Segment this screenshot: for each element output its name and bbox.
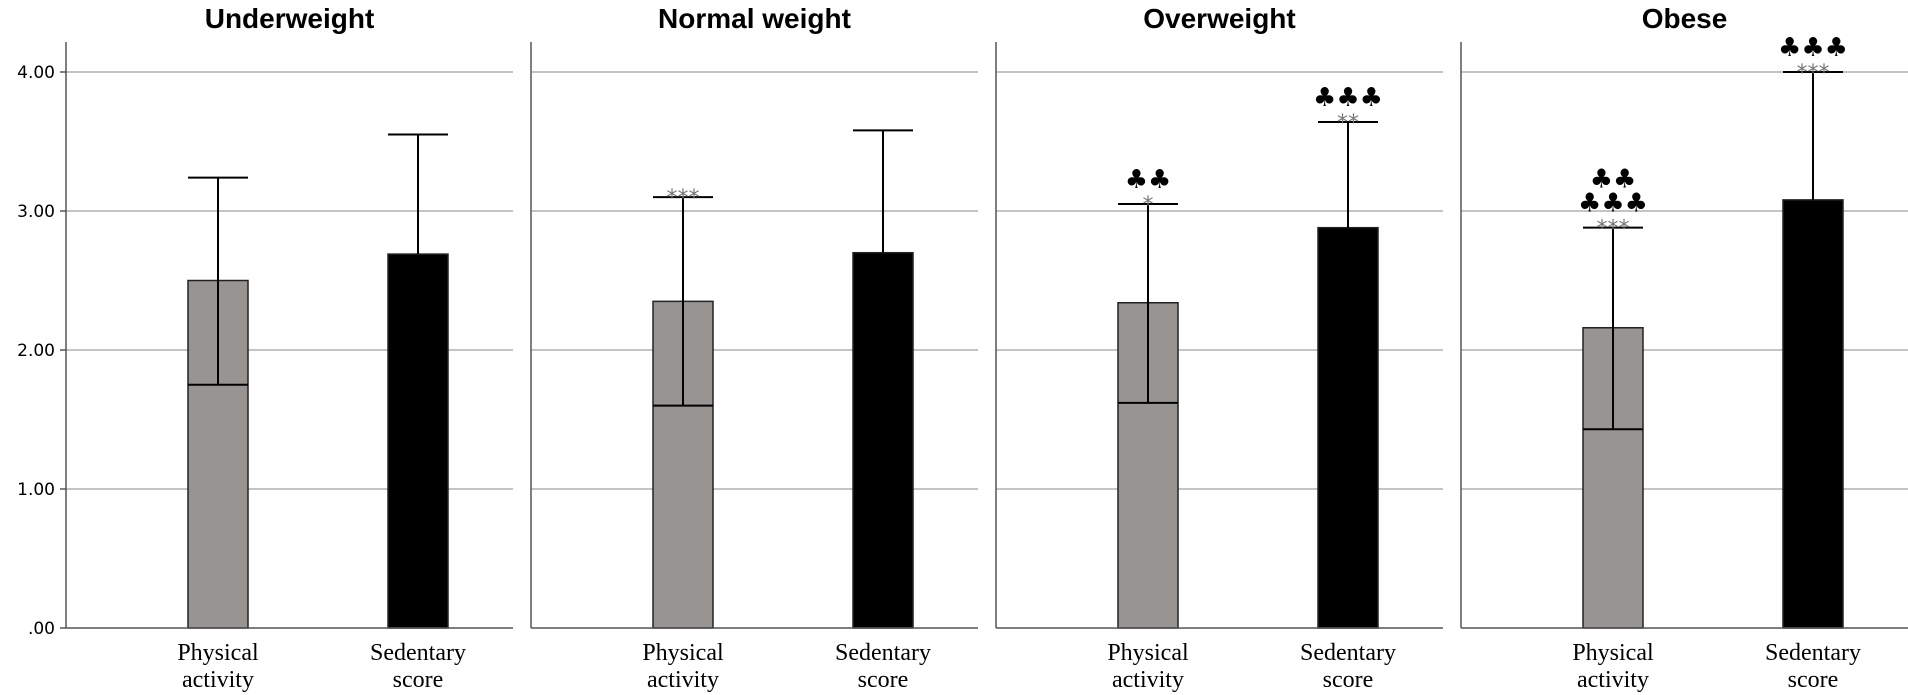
bar	[387, 253, 449, 629]
y-tick-label: .00	[28, 619, 55, 639]
significance-clubs: ♣♣♣	[1578, 189, 1648, 219]
panel-title: Underweight	[205, 3, 375, 34]
significance-stars: *	[1143, 193, 1154, 218]
bar	[1782, 199, 1844, 629]
panel-title: Obese	[1642, 3, 1728, 34]
x-tick-label: Physical	[177, 640, 259, 666]
x-tick-label: Sedentary	[370, 640, 466, 666]
x-tick-label: activity	[182, 667, 254, 693]
significance-stars: ***	[1797, 61, 1830, 86]
x-tick-label: Physical	[1572, 640, 1654, 666]
x-tick-label: Physical	[642, 640, 724, 666]
significance-stars: ***	[667, 186, 700, 211]
significance-clubs: ♣♣	[1590, 165, 1637, 195]
x-tick-label: score	[393, 667, 444, 693]
x-tick-label: activity	[1577, 667, 1649, 693]
bar	[852, 251, 914, 629]
bar	[1317, 226, 1379, 629]
significance-clubs: ♣♣♣	[1313, 83, 1383, 113]
x-tick-label: activity	[1112, 667, 1184, 693]
y-tick-label: 1.00	[17, 480, 55, 500]
significance-stars: **	[1337, 111, 1359, 136]
x-tick-label: score	[858, 667, 909, 693]
y-tick-label: 4.00	[17, 63, 55, 83]
x-tick-label: score	[1788, 667, 1839, 693]
significance-clubs: ♣♣	[1125, 165, 1172, 195]
panel-title: Overweight	[1143, 3, 1295, 34]
significance-stars: ***	[1597, 217, 1630, 242]
x-tick-label: Sedentary	[1300, 640, 1396, 666]
x-tick-label: score	[1323, 667, 1374, 693]
x-tick-label: Physical	[1107, 640, 1189, 666]
significance-clubs: ♣♣♣	[1778, 33, 1848, 63]
x-tick-label: Sedentary	[835, 640, 931, 666]
x-tick-label: activity	[647, 667, 719, 693]
x-tick-label: Sedentary	[1765, 640, 1861, 666]
panel-title: Normal weight	[658, 3, 851, 34]
y-tick-label: 3.00	[17, 202, 55, 222]
y-tick-label: 2.00	[17, 341, 55, 361]
